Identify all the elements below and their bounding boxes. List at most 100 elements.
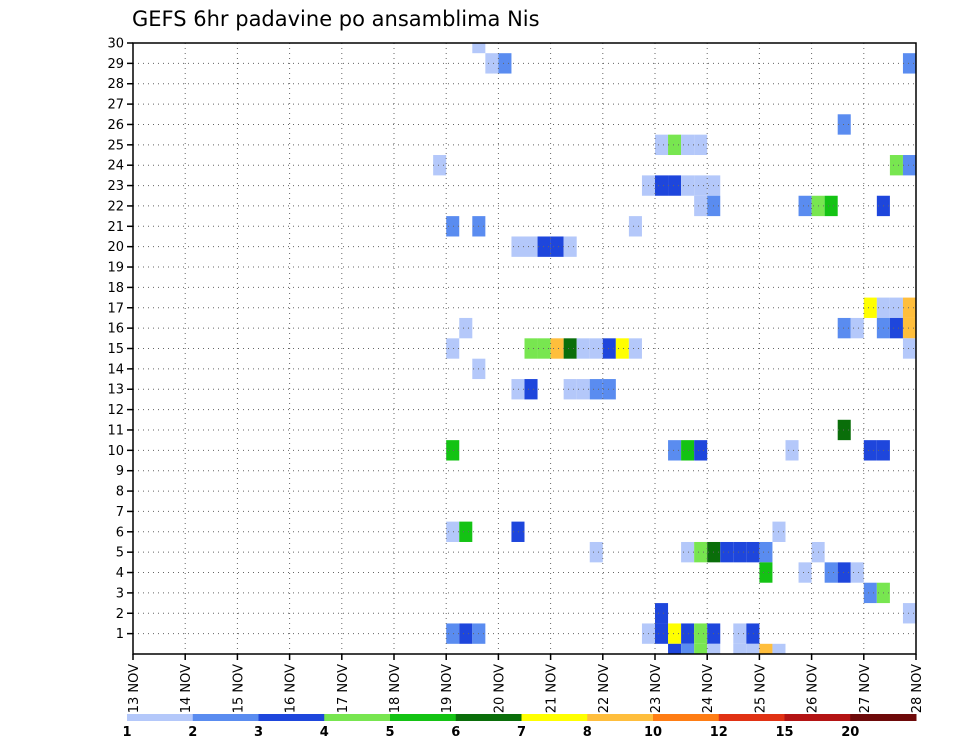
precip-cell	[550, 338, 564, 359]
x-tick-label: 25 NOV	[753, 664, 768, 713]
x-tick-label: 16 NOV	[284, 664, 299, 713]
x-tick-label: 20 NOV	[492, 664, 507, 713]
y-tick-label: 25	[107, 138, 124, 153]
precip-cell	[655, 623, 669, 644]
precip-cell	[655, 175, 669, 196]
precip-cell	[589, 338, 603, 359]
precip-cell	[537, 236, 551, 257]
precip-cell	[798, 562, 812, 583]
precip-cell	[902, 317, 916, 339]
y-tick-label: 27	[107, 98, 124, 113]
y-tick-label: 6	[116, 525, 124, 540]
precip-cell	[746, 643, 760, 654]
x-tick-label: 14 NOV	[179, 664, 194, 713]
x-tick-label: 27 NOV	[858, 664, 873, 713]
precip-cell	[681, 541, 695, 563]
precip-cell	[889, 297, 903, 318]
precip-cell	[563, 338, 577, 359]
x-tick-label: 28 NOV	[910, 664, 925, 713]
precip-cell	[446, 440, 460, 461]
colorbar-segment	[784, 714, 851, 721]
precip-cell	[798, 195, 812, 217]
y-tick-label: 5	[116, 546, 124, 561]
y-tick-label: 1	[116, 627, 124, 642]
precip-cell	[655, 134, 669, 156]
x-tick-label: 19 NOV	[440, 664, 455, 713]
precip-cell	[563, 379, 577, 400]
y-tick-label: 17	[107, 301, 124, 316]
precip-cell	[759, 541, 773, 563]
precip-cell	[837, 419, 851, 441]
y-tick-label: 10	[107, 444, 124, 459]
colorbar-label: 8	[583, 725, 592, 740]
precip-cell	[694, 175, 708, 196]
colorbar-segment	[390, 714, 457, 721]
colorbar-segment	[521, 714, 588, 721]
colorbar-label: 7	[517, 725, 526, 740]
precip-cell	[511, 236, 525, 257]
precip-cell	[498, 53, 512, 74]
precip-cell	[602, 338, 616, 359]
colorbar-segment	[192, 714, 259, 721]
colorbar-segment	[127, 714, 194, 721]
precip-cell	[446, 338, 460, 359]
precip-cell	[694, 134, 708, 156]
x-tick-label: 24 NOV	[701, 664, 716, 713]
colorbar-label: 15	[775, 725, 793, 740]
y-tick-label: 8	[116, 485, 124, 500]
y-tick-label: 26	[107, 118, 124, 133]
precip-cell	[550, 236, 564, 257]
precip-cell	[446, 623, 460, 644]
precip-cell	[524, 379, 538, 400]
colorbar-segment	[587, 714, 654, 721]
precip-cell	[459, 521, 473, 542]
colorbar-segment	[324, 714, 391, 721]
y-tick-label: 18	[107, 281, 124, 296]
chart-title: GEFS 6hr padavine po ansamblima Nis	[132, 7, 540, 31]
precip-cell	[615, 338, 629, 359]
precip-cell	[720, 541, 734, 563]
precip-cell	[902, 53, 916, 74]
precip-cell	[850, 317, 864, 339]
precip-cell	[837, 114, 851, 135]
colorbar-label: 4	[320, 725, 329, 740]
colorbar-label: 6	[451, 725, 460, 740]
colorbar-segment	[653, 714, 720, 721]
colorbar-label: 1	[122, 725, 131, 740]
precip-cells	[433, 43, 916, 654]
y-tick-label: 23	[107, 179, 124, 194]
precip-cell	[681, 175, 695, 196]
precip-cell	[511, 379, 525, 400]
precip-cell	[824, 195, 838, 217]
precip-cell	[655, 603, 669, 624]
y-tick-label: 30	[107, 37, 124, 52]
precip-cell	[694, 643, 708, 654]
x-tick-label: 18 NOV	[388, 664, 403, 713]
y-tick-label: 19	[107, 261, 124, 276]
x-tick-label: 17 NOV	[336, 664, 351, 713]
x-tick-label: 13 NOV	[127, 664, 142, 713]
y-tick-label: 22	[107, 199, 124, 214]
y-tick-label: 4	[116, 566, 124, 581]
colorbar-segment	[718, 714, 785, 721]
precip-cell	[694, 623, 708, 644]
x-tick-label: 21 NOV	[545, 664, 560, 713]
colorbar-segment	[258, 714, 325, 721]
x-tick-label: 26 NOV	[806, 664, 821, 713]
precip-cell	[759, 643, 773, 654]
precip-cell	[759, 562, 773, 583]
precip-cell	[902, 338, 916, 359]
precip-cell	[524, 236, 538, 257]
precip-cell	[889, 155, 903, 176]
precip-cell	[537, 338, 551, 359]
y-tick-label: 29	[107, 57, 124, 72]
y-tick-label: 28	[107, 77, 124, 92]
precip-cell	[746, 623, 760, 644]
precip-cell	[589, 541, 603, 563]
y-tick-label: 7	[116, 505, 124, 520]
precip-cell	[472, 43, 486, 54]
colorbar-label: 2	[188, 725, 197, 740]
precip-cell	[889, 317, 903, 339]
y-tick-label: 20	[107, 240, 124, 255]
